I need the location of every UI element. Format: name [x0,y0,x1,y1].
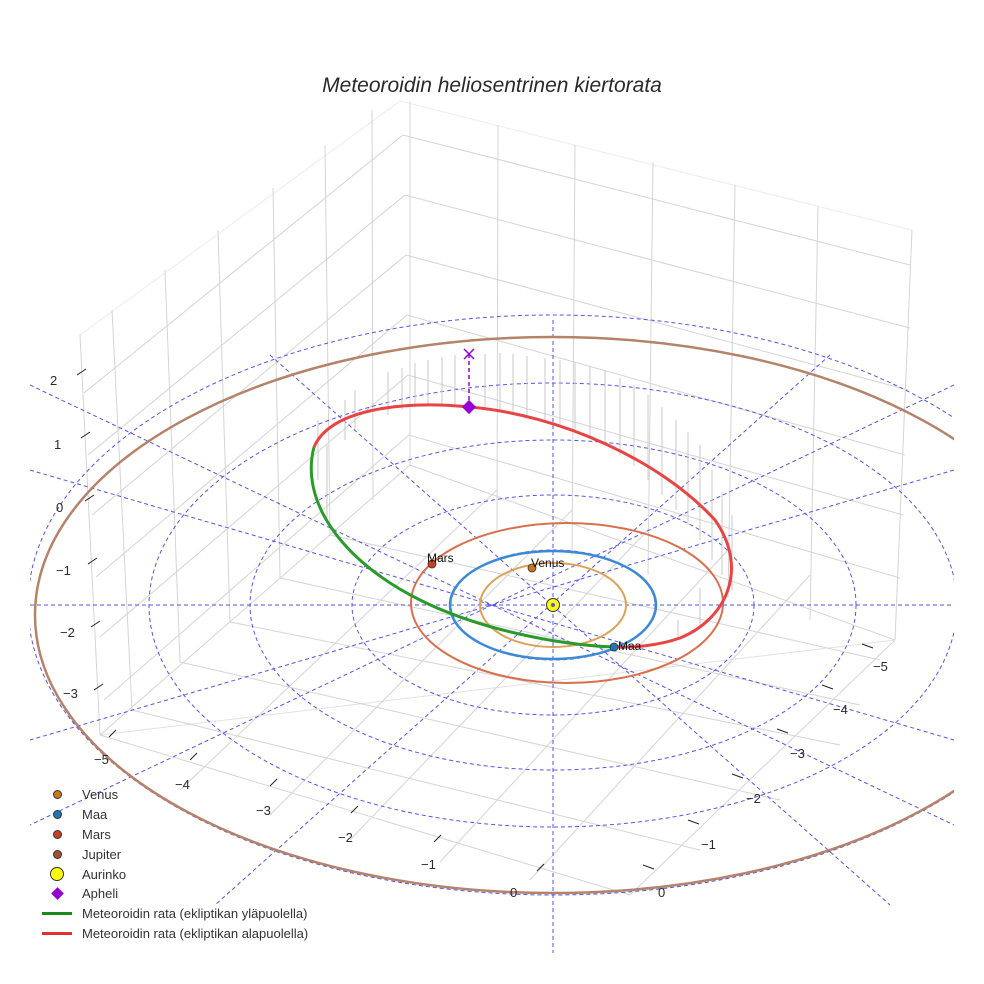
apheli-x-marker [463,348,475,360]
earth-dot-icon [52,810,62,820]
venus-marker[interactable] [527,563,537,573]
jupiter-dot-icon [52,849,62,859]
svg-text:0: 0 [56,500,63,515]
svg-text:−2: −2 [338,830,353,845]
svg-text:−1: −1 [421,857,436,872]
venus-orbit [479,562,627,648]
right-axis [642,643,874,870]
legend: Venus Maa Mars Jupiter Aurinko Apheli Me… [38,785,308,943]
venus-label: Venus [531,556,564,570]
legend-item-orbit-below[interactable]: Meteoroidin rata (ekliptikan alapuolella… [38,924,308,944]
sun-dot-icon [50,867,64,882]
legend-item-orbit-above[interactable]: Meteoroidin rata (ekliptikan yläpuolella… [38,904,308,924]
svg-text:−3: −3 [63,686,78,701]
mars-marker[interactable] [427,559,437,569]
meteoroid-orbit-below [312,403,733,649]
meteoroid-orbit-above [309,446,615,649]
jupiter-orbit [33,335,954,895]
legend-item-aurinko[interactable]: Aurinko [38,864,308,884]
diamond-icon [50,887,64,901]
left-axis [108,729,545,872]
svg-text:0: 0 [658,885,665,900]
svg-text:−4: −4 [175,777,190,792]
box-grid [79,100,913,896]
earth-orbit [448,549,658,661]
svg-text:−3: −3 [256,803,271,818]
green-line-icon [42,912,72,916]
legend-item-jupiter[interactable]: Jupiter [38,844,308,864]
earth-label: Maa [618,639,642,653]
z-axis [76,368,104,691]
svg-text:−5: −5 [94,752,109,767]
svg-text:2: 2 [50,373,57,388]
sun-center-dot [551,603,555,607]
svg-text:−3: −3 [790,746,805,761]
red-line-icon [42,931,72,935]
apheli-diamond-marker[interactable] [461,399,477,415]
svg-text:1: 1 [54,437,61,452]
mars-dot-icon [52,829,62,839]
svg-text:0: 0 [510,885,517,900]
left-axis-labels: −5 −4 −3 −2 −1 0 [94,752,517,900]
legend-item-mars[interactable]: Mars [38,825,308,845]
chart-title: Meteoroidin heliosentrinen kiertorata [322,74,662,97]
svg-text:−2: −2 [746,791,761,806]
legend-item-venus[interactable]: Venus [38,785,308,805]
z-axis-labels: 2 1 0 −1 −2 −3 [50,373,78,701]
svg-text:−1: −1 [701,837,716,852]
legend-item-apheli[interactable]: Apheli [38,884,308,904]
right-axis-labels: −5 −4 −3 −2 −1 0 [658,659,888,900]
legend-item-maa[interactable]: Maa [38,805,308,825]
earth-marker[interactable] [609,642,619,652]
drop-lines [317,353,733,640]
svg-text:−5: −5 [873,659,888,674]
svg-text:−4: −4 [833,702,848,717]
svg-text:−1: −1 [56,563,71,578]
mars-label: Mars [427,551,454,565]
svg-text:−2: −2 [60,625,75,640]
venus-dot-icon [52,790,62,800]
